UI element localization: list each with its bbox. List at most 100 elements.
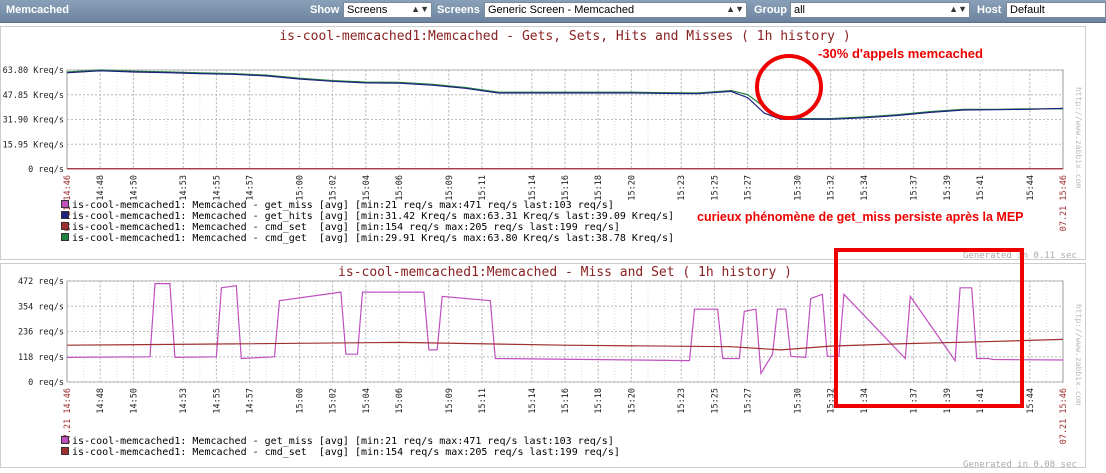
x-tick-label: 15:06 (395, 175, 405, 201)
legend-text: is-cool-memcached1: Memcached - cmd_set … (72, 447, 620, 458)
host-select-value: Default (1010, 4, 1045, 16)
x-tick-label: 15:32 (827, 388, 837, 414)
legend-text: is-cool-memcached1: Memcached - get_miss… (72, 436, 614, 447)
group-select[interactable]: all ▲▼ (790, 2, 970, 18)
x-tick-label: 15:18 (594, 388, 604, 414)
legend-item: is-cool-memcached1: Memcached - get_hits… (61, 211, 674, 222)
x-tick-label: 15:02 (329, 175, 339, 201)
x-tick-label: 15:34 (860, 175, 870, 201)
x-date-label: 07.21 15:46 (1059, 388, 1069, 444)
legend-item: is-cool-memcached1: Memcached - cmd_set … (61, 447, 620, 458)
legend-text: is-cool-memcached1: Memcached - cmd_get … (72, 233, 675, 244)
x-tick-label: 15:37 (910, 388, 920, 414)
x-tick-label: 15:25 (710, 388, 720, 414)
top-bar: Memcached Show Screens ▲▼ Screens Generic… (0, 0, 1106, 23)
screens-label: Screens (437, 4, 480, 16)
x-tick-label: 15:16 (561, 175, 571, 201)
x-tick-label: 15:04 (362, 175, 372, 201)
x-tick-label: 15:04 (362, 388, 372, 414)
legend-swatch (61, 200, 69, 208)
x-tick-label: 14:48 (96, 388, 106, 414)
x-date-label: 07.21 14:46 (63, 388, 73, 444)
x-tick-label: 15:39 (943, 388, 953, 414)
legend-swatch (61, 222, 69, 230)
graph-miss-set-legend: is-cool-memcached1: Memcached - get_miss… (61, 436, 620, 458)
x-tick-label: 15:30 (793, 388, 803, 414)
legend-swatch (61, 211, 69, 219)
x-tick-label: 15:02 (329, 388, 339, 414)
x-tick-label: 14:50 (129, 388, 139, 414)
legend-item: is-cool-memcached1: Memcached - get_miss… (61, 200, 674, 211)
x-tick-label: 14:57 (246, 175, 256, 201)
y-tick-label: 236 req/s (18, 328, 64, 338)
x-tick-label: 14:53 (179, 175, 189, 201)
x-tick-label: 15:20 (627, 175, 637, 201)
x-tick-label: 15:23 (677, 175, 687, 201)
annotation-miss: curieux phénomène de get_miss persiste a… (697, 210, 1024, 224)
y-tick-label: 354 req/s (18, 302, 64, 312)
x-tick-label: 15:27 (744, 388, 754, 414)
x-tick-label: 15:41 (976, 388, 986, 414)
x-tick-label: 14:50 (129, 175, 139, 201)
graph-gets-sets: is-cool-memcached1:Memcached - Gets, Set… (0, 26, 1086, 261)
x-tick-label: 15:37 (910, 175, 920, 201)
select-arrows-icon: ▲▼ (411, 4, 429, 14)
graph-gets-sets-svg: is-cool-memcached1:Memcached - Gets, Set… (3, 29, 1069, 231)
x-tick-label: 14:48 (96, 175, 106, 201)
legend-swatch (61, 436, 69, 444)
legend-swatch (61, 233, 69, 241)
x-tick-label: 15:14 (528, 388, 538, 414)
group-label: Group (754, 4, 787, 16)
series-line-get_hits (66, 70, 1064, 120)
x-tick-label: 15:00 (295, 388, 305, 414)
x-tick-label: 15:06 (395, 388, 405, 414)
app-title: Memcached (6, 4, 69, 16)
zabbix-watermark: http://www.zabbix.com (1074, 304, 1083, 406)
y-tick-label: 472 req/s (18, 277, 64, 287)
host-label: Host (977, 4, 1002, 16)
x-tick-label: 15:39 (943, 175, 953, 201)
x-tick-label: 14:57 (246, 388, 256, 414)
show-select-value: Screens (347, 4, 388, 16)
legend-text: is-cool-memcached1: Memcached - cmd_set … (72, 222, 620, 233)
chart-title: is-cool-memcached1:Memcached - Gets, Set… (279, 29, 850, 44)
x-tick-label: 15:16 (561, 388, 571, 414)
legend-item: is-cool-memcached1: Memcached - cmd_set … (61, 222, 674, 233)
x-tick-label: 15:30 (793, 175, 803, 201)
host-select[interactable]: Default (1006, 2, 1106, 18)
show-select[interactable]: Screens ▲▼ (343, 2, 432, 18)
graph-miss-set: is-cool-memcached1:Memcached - Miss and … (0, 263, 1086, 470)
y-tick-label: 47.85 Kreq/s (3, 91, 64, 101)
x-date-label: 07.21 15:46 (1059, 175, 1069, 231)
x-tick-label: 14:55 (212, 175, 222, 201)
x-tick-label: 15:11 (478, 388, 488, 414)
legend-swatch (61, 447, 69, 455)
legend-item: is-cool-memcached1: Memcached - get_miss… (61, 436, 620, 447)
legend-text: is-cool-memcached1: Memcached - get_hits… (72, 211, 675, 222)
x-tick-label: 15:00 (295, 175, 305, 201)
show-label: Show (310, 4, 340, 16)
x-tick-label: 15:27 (744, 175, 754, 201)
annotation-drop: -30% d'appels memcached (818, 46, 983, 61)
graph-gets-sets-legend: is-cool-memcached1: Memcached - get_miss… (61, 200, 674, 244)
x-tick-label: 15:44 (1026, 175, 1036, 201)
chart-title: is-cool-memcached1:Memcached - Miss and … (338, 265, 792, 280)
x-tick-label: 15:09 (445, 388, 455, 414)
y-tick-label: 118 req/s (18, 353, 64, 363)
x-tick-label: 15:20 (627, 388, 637, 414)
y-tick-label: 63.80 Kreq/s (3, 66, 64, 76)
y-tick-label: 15.95 Kreq/s (3, 140, 64, 150)
y-tick-label: 0 req/s (28, 165, 64, 175)
zabbix-watermark: http://www.zabbix.com (1074, 87, 1083, 189)
x-tick-label: 15:34 (860, 388, 870, 414)
y-tick-label: 0 req/s (28, 378, 64, 388)
x-tick-label: 15:25 (710, 175, 720, 201)
x-tick-label: 14:55 (212, 388, 222, 414)
x-tick-label: 15:14 (528, 175, 538, 201)
x-tick-label: 15:09 (445, 175, 455, 201)
screens-select[interactable]: Generic Screen - Memcached ▲▼ (484, 2, 747, 18)
select-arrows-icon: ▲▼ (949, 4, 967, 14)
x-tick-label: 15:23 (677, 388, 687, 414)
generated-time: Generated in 0.11 sec (963, 251, 1077, 261)
legend-item: is-cool-memcached1: Memcached - cmd_get … (61, 233, 674, 244)
